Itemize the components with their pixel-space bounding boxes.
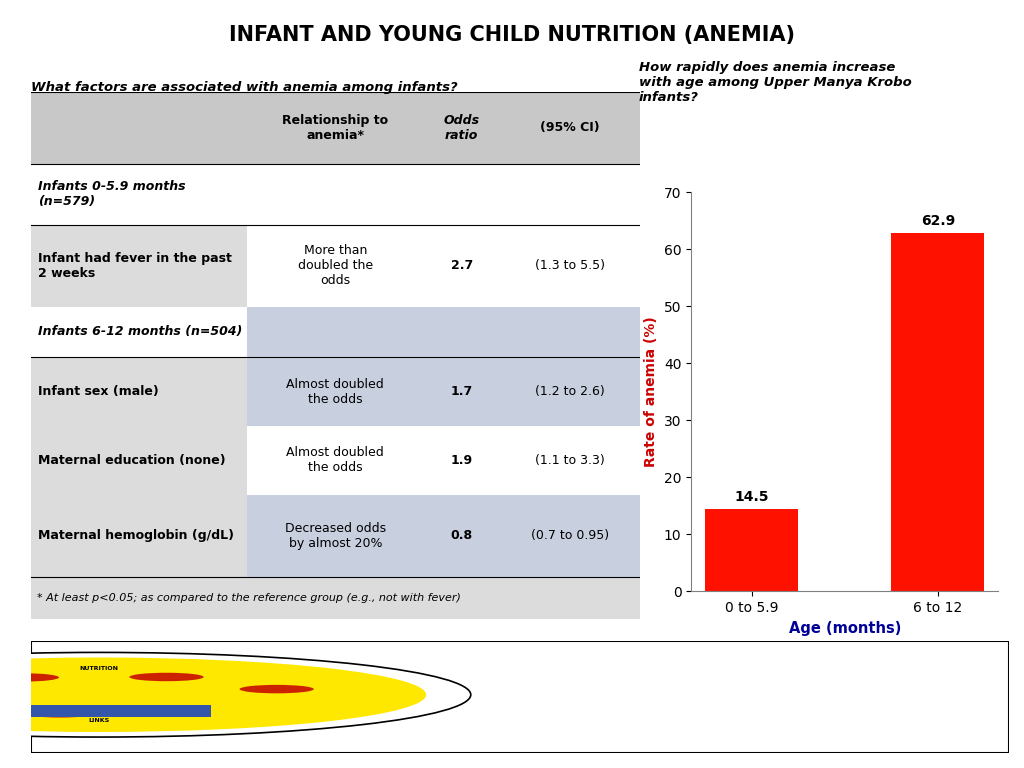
Bar bbox=[247, 306, 424, 357]
Text: Notes:: Notes: bbox=[163, 687, 219, 702]
Circle shape bbox=[0, 653, 471, 737]
Bar bbox=[0, 705, 211, 717]
Text: (1.1 to 3.3): (1.1 to 3.3) bbox=[536, 454, 605, 467]
Text: Infants 6-12 months (n=504): Infants 6-12 months (n=504) bbox=[38, 326, 243, 339]
Bar bbox=[31, 495, 247, 577]
Bar bbox=[424, 495, 500, 577]
Circle shape bbox=[129, 673, 204, 681]
Text: (1.3 to 5.5): (1.3 to 5.5) bbox=[535, 260, 605, 272]
Text: * At least p<0.05; as compared to the reference group (e.g., not with fever): * At least p<0.05; as compared to the re… bbox=[37, 593, 461, 603]
Bar bbox=[247, 495, 424, 577]
Text: 1.9: 1.9 bbox=[451, 454, 473, 467]
Text: Almost doubled
the odds: Almost doubled the odds bbox=[287, 446, 384, 475]
Y-axis label: Rate of anemia (%): Rate of anemia (%) bbox=[644, 316, 658, 467]
Circle shape bbox=[0, 657, 426, 732]
Bar bbox=[500, 495, 640, 577]
Bar bbox=[424, 357, 500, 426]
Bar bbox=[31, 92, 640, 164]
X-axis label: Age (months): Age (months) bbox=[788, 621, 901, 636]
Bar bbox=[500, 357, 640, 426]
Circle shape bbox=[23, 709, 97, 717]
Text: 62.9: 62.9 bbox=[921, 214, 955, 228]
Bar bbox=[31, 225, 247, 306]
Text: INFANT AND YOUNG CHILD NUTRITION (ANEMIA): INFANT AND YOUNG CHILD NUTRITION (ANEMIA… bbox=[229, 25, 795, 45]
Text: How rapidly does anemia increase
with age among Upper Manya Krobo
infants?: How rapidly does anemia increase with ag… bbox=[639, 61, 911, 104]
Bar bbox=[424, 426, 500, 495]
Text: 14.5: 14.5 bbox=[734, 490, 769, 504]
Bar bbox=[706, 508, 799, 591]
Bar bbox=[247, 164, 424, 225]
Text: More than
doubled the
odds: More than doubled the odds bbox=[298, 244, 373, 287]
Bar bbox=[424, 306, 500, 357]
Text: Infant had fever in the past
2 weeks: Infant had fever in the past 2 weeks bbox=[38, 252, 231, 280]
Text: (95% CI): (95% CI) bbox=[540, 121, 600, 134]
Circle shape bbox=[0, 674, 59, 682]
Bar bbox=[31, 306, 247, 357]
Text: LINKS: LINKS bbox=[88, 719, 110, 723]
Text: Maternal hemoglobin (g/dL): Maternal hemoglobin (g/dL) bbox=[38, 529, 234, 542]
Text: What factors are associated with anemia among infants?: What factors are associated with anemia … bbox=[31, 81, 458, 94]
Circle shape bbox=[240, 685, 313, 694]
Text: 2.7: 2.7 bbox=[451, 260, 473, 272]
Bar bbox=[247, 357, 424, 426]
Text: NUTRITION: NUTRITION bbox=[80, 666, 119, 671]
Text: 1.7: 1.7 bbox=[451, 385, 473, 398]
Text: Relationship to
anemia*: Relationship to anemia* bbox=[283, 114, 388, 142]
Text: 0.8: 0.8 bbox=[451, 529, 473, 542]
Bar bbox=[247, 426, 424, 495]
Bar bbox=[500, 164, 640, 225]
Bar bbox=[31, 426, 247, 495]
Text: Almost doubled
the odds: Almost doubled the odds bbox=[287, 378, 384, 406]
Text: (1.2 to 2.6): (1.2 to 2.6) bbox=[536, 385, 605, 398]
Bar bbox=[424, 164, 500, 225]
Bar bbox=[31, 577, 640, 620]
Bar bbox=[891, 233, 984, 591]
Text: Decreased odds
by almost 20%: Decreased odds by almost 20% bbox=[285, 522, 386, 550]
Text: (0.7 to 0.95): (0.7 to 0.95) bbox=[530, 529, 609, 542]
Text: Infants 0-5.9 months
(n=579): Infants 0-5.9 months (n=579) bbox=[38, 180, 185, 208]
Text: Infant sex (male): Infant sex (male) bbox=[38, 385, 159, 398]
Bar bbox=[31, 357, 247, 426]
Bar bbox=[500, 306, 640, 357]
Bar bbox=[424, 225, 500, 306]
Text: Odds
ratio: Odds ratio bbox=[443, 114, 480, 142]
Bar bbox=[247, 225, 424, 306]
Text: Maternal education (none): Maternal education (none) bbox=[38, 454, 225, 467]
Bar bbox=[31, 164, 247, 225]
Bar bbox=[500, 426, 640, 495]
Bar bbox=[500, 225, 640, 306]
